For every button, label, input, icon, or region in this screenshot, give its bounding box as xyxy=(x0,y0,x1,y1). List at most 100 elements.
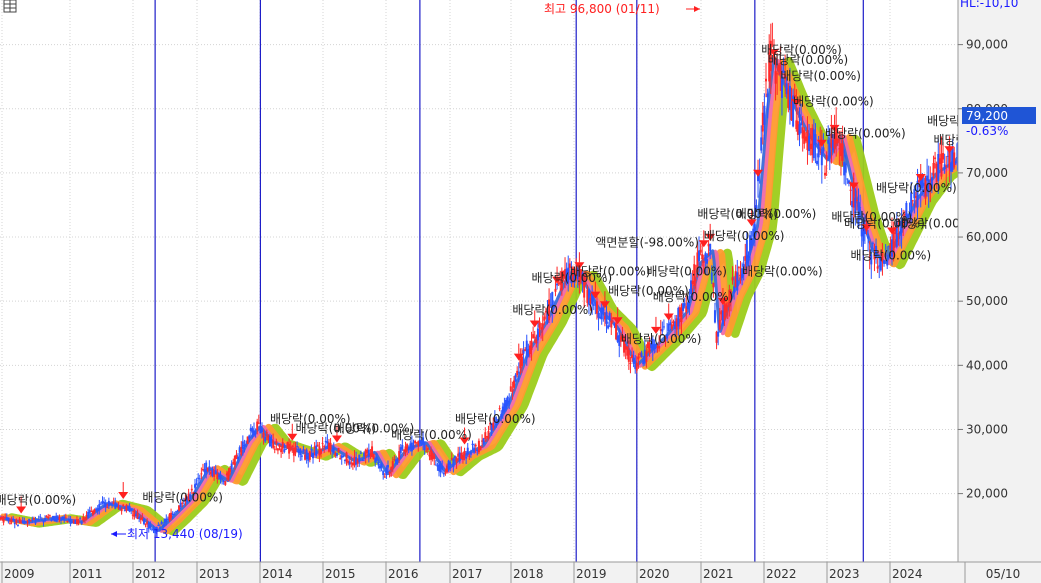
candle-body xyxy=(570,271,573,284)
high-price-label: 최고 96,800 (01/11) xyxy=(544,2,660,16)
candle-body xyxy=(538,321,541,328)
candle-body xyxy=(675,318,678,330)
candle-body xyxy=(37,519,40,521)
dividend-marker-arrow xyxy=(663,313,674,321)
dividend-marker-arrow xyxy=(753,169,764,177)
candle-body xyxy=(308,451,311,460)
candle-body xyxy=(517,372,520,374)
candle-body xyxy=(749,235,752,251)
dividend-marker-arrow xyxy=(816,139,827,147)
candle-body xyxy=(699,249,702,253)
candle-body xyxy=(613,324,616,327)
y-tick-label: 60,000 xyxy=(966,230,1008,244)
candle-body xyxy=(720,311,723,315)
candle-body xyxy=(825,155,828,160)
candle-body xyxy=(704,253,707,261)
event-vertical-lines xyxy=(154,0,864,562)
candle-body xyxy=(666,334,669,339)
dividend-marker-arrow xyxy=(529,320,540,328)
candle-body xyxy=(541,323,544,330)
candle-body xyxy=(634,364,637,369)
candle-body xyxy=(214,470,217,474)
candle-body xyxy=(259,427,262,434)
candle-body xyxy=(726,305,729,308)
candle-body xyxy=(672,321,675,324)
candle-body xyxy=(268,436,271,447)
candle-body xyxy=(324,440,327,443)
candle-body xyxy=(712,282,715,288)
candle-body xyxy=(833,132,836,149)
candle-body xyxy=(91,511,94,515)
candle-body xyxy=(525,340,528,356)
candle-body xyxy=(209,471,212,475)
candle-body xyxy=(599,316,602,319)
chart-annotations: 배당락(0.00%)배당락(0.00%)배당락(0.00%)배당락(0.00%)… xyxy=(0,43,1040,507)
candle-body xyxy=(693,264,696,286)
candle-body xyxy=(654,344,657,346)
candle-body xyxy=(752,228,755,237)
candle-body xyxy=(779,62,782,75)
candle-body xyxy=(792,95,795,127)
candle-body xyxy=(457,453,460,457)
candle-body xyxy=(579,269,582,279)
candle-body xyxy=(447,460,450,469)
candle-body xyxy=(123,510,126,512)
candle-body xyxy=(189,494,192,499)
candle-body xyxy=(386,465,389,468)
annotation-label: 배당락(0.00%) xyxy=(742,265,823,279)
candle-body xyxy=(343,459,346,461)
candle-body xyxy=(414,440,417,444)
dividend-marker-arrow xyxy=(16,506,27,514)
candle-body xyxy=(320,449,322,454)
candle-body xyxy=(163,518,166,523)
candle-body xyxy=(572,267,575,281)
candle-body xyxy=(940,153,943,177)
candle-body xyxy=(433,455,436,459)
candle-body xyxy=(77,520,80,523)
candle-body xyxy=(527,349,530,357)
candle-body xyxy=(134,514,137,517)
candle-body xyxy=(47,516,50,519)
candle-body xyxy=(835,126,838,144)
candle-body xyxy=(567,267,570,283)
candle-body xyxy=(857,202,860,227)
candle-body xyxy=(855,199,858,201)
candle-body xyxy=(256,421,259,430)
candle-body xyxy=(99,503,102,505)
candle-body xyxy=(839,143,842,157)
candle-body xyxy=(610,320,613,328)
candle-body xyxy=(224,481,227,485)
candle-body xyxy=(713,310,716,323)
candle-body xyxy=(629,362,632,364)
candle-body xyxy=(15,519,18,524)
candle-body xyxy=(23,520,26,522)
candle-body xyxy=(646,342,649,349)
candle-body xyxy=(544,311,547,313)
candle-body xyxy=(184,498,187,502)
dividend-marker-arrow xyxy=(768,49,779,57)
candle-body xyxy=(115,503,118,508)
candle-body xyxy=(201,469,204,471)
current-price-badge xyxy=(962,107,1036,124)
candle-body xyxy=(875,245,878,257)
candle-body xyxy=(905,202,908,219)
candle-body xyxy=(924,178,927,199)
candle-body xyxy=(814,134,817,145)
candle-body xyxy=(358,454,361,462)
x-tick-label: 2016 xyxy=(388,567,419,581)
candle-body xyxy=(241,441,244,449)
candle-body xyxy=(270,439,273,443)
annotation-label: 배당락(0.00%) xyxy=(825,127,906,141)
candle-body xyxy=(522,349,525,354)
candle-body xyxy=(761,112,764,132)
candle-body xyxy=(353,456,356,466)
candle-body xyxy=(82,516,85,521)
candle-body xyxy=(769,40,772,71)
x-tick-label: 2018 xyxy=(513,567,544,581)
candle-body xyxy=(53,519,56,522)
candle-body xyxy=(296,445,299,447)
candle-body xyxy=(484,432,487,439)
candle-body xyxy=(67,519,70,521)
candle-body xyxy=(297,451,300,454)
table-icon[interactable] xyxy=(3,0,17,13)
